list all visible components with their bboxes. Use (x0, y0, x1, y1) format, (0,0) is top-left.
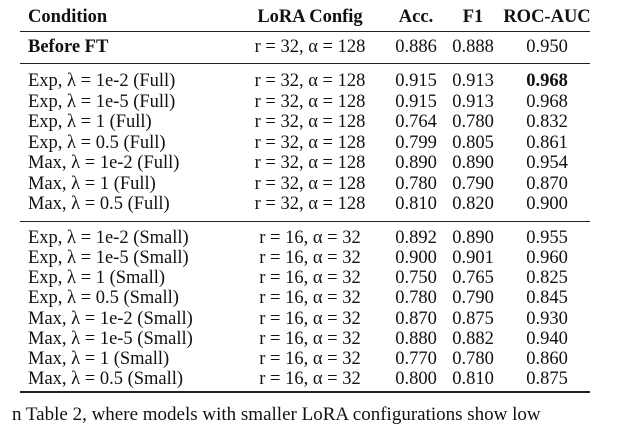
table-rule (20, 221, 590, 222)
accuracy-cell: 0.915 (395, 91, 437, 112)
f1-cell: 0.888 (452, 37, 494, 57)
roc-auc-cell: 0.955 (526, 228, 568, 248)
condition-cell: Max, λ = 1e-2 (Full) (28, 153, 180, 173)
condition-cell: Exp, λ = 1e-2 (Full) (28, 71, 176, 91)
table-rule (20, 31, 590, 32)
accuracy-cell: Acc. (398, 7, 434, 27)
condition-cell: Before FT (28, 37, 109, 57)
roc-auc-cell: 0.900 (526, 194, 568, 214)
roc-auc-cell: 0.832 (526, 112, 568, 132)
condition-cell: Exp, λ = 1e-5 (Small) (28, 248, 189, 269)
condition-cell: Max, λ = 0.5 (Full) (28, 194, 170, 214)
lora-config-cell: r = 32, α = 128 (254, 91, 366, 112)
roc-auc-cell: 0.968 (526, 71, 568, 91)
roc-auc-cell: 0.845 (526, 288, 568, 309)
accuracy-cell: 0.750 (395, 268, 437, 289)
roc-auc-cell: 0.861 (526, 132, 568, 153)
roc-auc-cell: 0.860 (526, 348, 568, 369)
f1-cell: 0.882 (452, 328, 494, 349)
roc-auc-cell: 0.968 (526, 91, 568, 112)
roc-auc-cell: ROC-AUC (503, 7, 591, 27)
condition-cell: Max, λ = 1e-5 (Small) (28, 328, 193, 349)
f1-cell: 0.875 (452, 308, 494, 329)
table-rule (20, 63, 590, 64)
accuracy-cell: 0.799 (395, 132, 437, 153)
accuracy-cell: 0.770 (395, 348, 437, 369)
lora-config-cell: r = 16, α = 32 (259, 268, 361, 289)
f1-cell: 0.805 (452, 132, 494, 153)
condition-cell: Exp, λ = 1e-5 (Full) (28, 91, 176, 112)
condition-cell: Condition (28, 7, 108, 27)
accuracy-cell: 0.780 (395, 173, 437, 194)
roc-auc-cell: 0.954 (526, 153, 568, 173)
condition-cell: Max, λ = 1 (Small) (28, 348, 170, 369)
roc-auc-cell: 0.870 (526, 173, 568, 194)
roc-auc-cell: 0.930 (526, 308, 568, 329)
lora-config-cell: r = 16, α = 32 (259, 248, 361, 269)
lora-config-cell: r = 32, α = 128 (254, 132, 366, 153)
lora-config-cell: r = 32, α = 128 (254, 194, 366, 214)
f1-cell: 0.820 (452, 194, 494, 214)
accuracy-cell: 0.780 (395, 288, 437, 309)
condition-cell: Exp, λ = 1 (Small) (28, 268, 166, 289)
lora-config-cell: r = 16, α = 32 (259, 228, 361, 248)
table-rule (20, 391, 590, 393)
f1-cell: 0.890 (452, 228, 494, 248)
accuracy-cell: 0.800 (395, 369, 437, 390)
accuracy-cell: 0.892 (395, 228, 437, 248)
roc-auc-cell: 0.950 (526, 37, 568, 57)
f1-cell: 0.790 (452, 173, 494, 194)
f1-cell: F1 (462, 7, 484, 27)
accuracy-cell: 0.810 (395, 194, 437, 214)
condition-cell: Exp, λ = 1 (Full) (28, 112, 152, 132)
f1-cell: 0.780 (452, 348, 494, 369)
roc-auc-cell: 0.825 (526, 268, 568, 289)
roc-auc-cell: 0.960 (526, 248, 568, 269)
lora-config-cell: r = 32, α = 128 (254, 153, 366, 173)
accuracy-cell: 0.915 (395, 71, 437, 91)
lora-config-cell: r = 16, α = 32 (259, 308, 361, 329)
accuracy-cell: 0.886 (395, 37, 437, 57)
f1-cell: 0.901 (452, 248, 494, 269)
f1-cell: 0.913 (452, 71, 494, 91)
lora-config-cell: r = 16, α = 32 (259, 328, 361, 349)
lora-config-cell: r = 16, α = 32 (259, 348, 361, 369)
lora-config-cell: r = 32, α = 128 (254, 37, 366, 57)
lora-config-cell: LoRA Config (257, 7, 363, 27)
lora-config-cell: r = 32, α = 128 (254, 112, 366, 132)
condition-cell: Exp, λ = 0.5 (Small) (28, 288, 179, 309)
accuracy-cell: 0.764 (395, 112, 437, 132)
f1-cell: 0.765 (452, 268, 494, 289)
accuracy-cell: 0.880 (395, 328, 437, 349)
condition-cell: Max, λ = 1e-2 (Small) (28, 308, 193, 329)
roc-auc-cell: 0.875 (526, 369, 568, 390)
condition-cell: Exp, λ = 1e-2 (Small) (28, 228, 189, 248)
accuracy-cell: 0.900 (395, 248, 437, 269)
f1-cell: 0.913 (452, 91, 494, 112)
f1-cell: 0.790 (452, 288, 494, 309)
lora-config-cell: r = 16, α = 32 (259, 369, 361, 390)
condition-cell: Exp, λ = 0.5 (Full) (28, 132, 166, 153)
accuracy-cell: 0.870 (395, 308, 437, 329)
f1-cell: 0.810 (452, 369, 494, 390)
lora-config-cell: r = 32, α = 128 (254, 173, 366, 194)
condition-cell: Max, λ = 1 (Full) (28, 173, 156, 194)
accuracy-cell: 0.890 (395, 153, 437, 173)
f1-cell: 0.780 (452, 112, 494, 132)
lora-config-cell: r = 32, α = 128 (254, 71, 366, 91)
lora-config-cell: r = 16, α = 32 (259, 288, 361, 309)
f1-cell: 0.890 (452, 153, 494, 173)
roc-auc-cell: 0.940 (526, 328, 568, 349)
condition-cell: Max, λ = 0.5 (Small) (28, 369, 184, 390)
body-text: n Table 2, where models with smaller LoR… (12, 404, 541, 425)
